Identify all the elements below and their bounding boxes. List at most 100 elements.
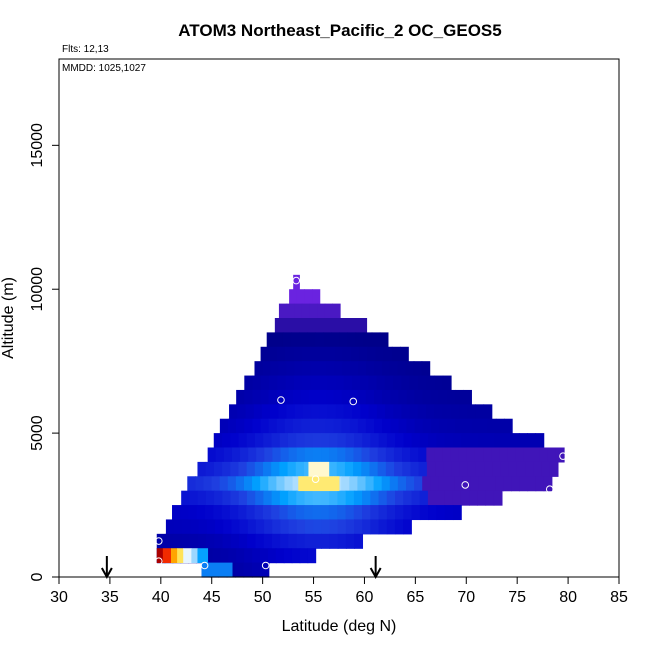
heatmap-cell xyxy=(231,519,241,535)
heatmap-cell xyxy=(541,461,551,477)
heatmap-cell xyxy=(311,404,320,420)
heatmap-cell xyxy=(246,433,256,449)
heatmap-cell xyxy=(345,490,355,506)
heatmap-cell xyxy=(295,461,305,477)
heatmap-cell xyxy=(293,346,303,362)
heatmap-cell xyxy=(238,490,248,506)
heatmap-cell xyxy=(426,404,435,420)
heatmap-cell xyxy=(442,375,452,391)
heatmap-cell xyxy=(296,289,305,305)
heatmap-cell xyxy=(447,418,456,434)
heatmap-cell xyxy=(299,548,309,564)
heatmap-cell xyxy=(350,346,360,362)
heatmap-cell xyxy=(309,346,319,362)
heatmap-cell xyxy=(292,389,302,405)
heatmap-cell xyxy=(378,519,388,535)
heatmap-cell xyxy=(187,476,196,492)
heatmap-cell xyxy=(485,433,495,449)
heatmap-cell xyxy=(255,433,264,449)
heatmap-cell xyxy=(477,490,487,506)
heatmap-cell xyxy=(421,361,431,377)
heatmap-cell xyxy=(365,476,375,492)
heatmap-cell xyxy=(190,519,200,535)
heatmap-cell xyxy=(304,447,314,463)
heatmap-cell xyxy=(271,461,280,477)
heatmap-cell xyxy=(251,562,261,578)
heatmap-cell xyxy=(284,476,294,492)
heatmap-cell xyxy=(238,505,247,521)
heatmap-cell xyxy=(391,346,401,362)
heatmap-cell xyxy=(411,490,421,506)
heatmap-cell xyxy=(386,490,396,506)
heatmap-cell xyxy=(341,389,351,405)
heatmap-cell xyxy=(466,447,476,463)
heatmap-cell xyxy=(377,447,387,463)
heatmap-cell xyxy=(430,476,439,492)
heatmap-cell xyxy=(373,476,383,492)
heatmap-cell xyxy=(374,389,383,405)
heatmap-cell xyxy=(373,361,383,377)
heatmap-cell xyxy=(402,447,411,463)
heatmap-cell xyxy=(389,361,399,377)
heatmap-cell xyxy=(296,533,306,549)
heatmap-cell xyxy=(492,461,502,477)
dates-label-bg xyxy=(60,60,160,73)
heatmap-cell xyxy=(331,332,341,348)
heatmap-cell xyxy=(395,505,404,521)
heatmap-cell xyxy=(260,562,270,578)
heatmap-cell xyxy=(213,505,223,521)
heatmap-cell xyxy=(337,533,347,549)
heatmap-cell xyxy=(455,418,464,434)
heatmap-cell xyxy=(222,461,231,477)
heatmap-cell xyxy=(401,404,411,420)
heatmap-cell xyxy=(263,533,273,549)
heatmap-cell xyxy=(362,433,372,449)
heatmap-cell xyxy=(406,389,416,405)
x-axis-label: Latitude (deg N) xyxy=(282,618,397,635)
heatmap-cell xyxy=(385,447,395,463)
heatmap-cell xyxy=(278,361,287,377)
heatmap-cell xyxy=(262,505,272,521)
heatmap-cell xyxy=(335,375,345,391)
heatmap-cell xyxy=(212,548,221,564)
sample-marker xyxy=(277,396,285,404)
heatmap-cell xyxy=(535,433,545,449)
heatmap-cell xyxy=(398,418,408,434)
heatmap-cell xyxy=(310,361,319,377)
heatmap-cell xyxy=(312,433,322,449)
heatmap-cell xyxy=(274,318,284,333)
heatmap-cell xyxy=(403,505,413,521)
x-tick-label: 35 xyxy=(101,589,119,606)
heatmap-cell xyxy=(227,476,237,492)
heatmap-cell xyxy=(427,490,437,506)
heatmap-cell xyxy=(287,505,297,521)
heatmap-cell xyxy=(295,505,305,521)
heatmap-cell xyxy=(271,490,281,506)
heatmap-cell xyxy=(320,490,330,506)
heatmap-cell xyxy=(397,476,407,492)
heatmap-cell xyxy=(263,461,272,477)
heatmap-cell xyxy=(369,447,379,463)
heatmap-cell xyxy=(254,461,264,477)
heatmap-cell xyxy=(378,490,388,506)
heatmap-cell xyxy=(483,404,493,420)
heatmap-cell xyxy=(236,548,245,564)
heatmap-cell xyxy=(393,404,403,420)
heatmap-cell xyxy=(519,476,529,492)
heatmap-cell xyxy=(324,303,333,319)
sample-marker xyxy=(200,561,209,570)
heatmap-cell xyxy=(302,361,311,377)
heatmap-cell xyxy=(243,562,253,578)
heatmap-cell xyxy=(313,533,322,549)
heatmap-cell xyxy=(261,404,271,420)
heatmap-cell xyxy=(500,461,510,477)
heatmap-cell xyxy=(369,461,379,477)
heatmap-cell xyxy=(362,519,371,535)
heatmap-cell xyxy=(452,490,462,506)
heatmap-cell xyxy=(296,447,306,463)
heatmap-cell xyxy=(389,476,399,492)
heatmap-cell xyxy=(422,418,432,434)
heatmap-cell xyxy=(195,476,205,492)
heatmap-cell xyxy=(320,505,330,521)
heatmap-cell xyxy=(276,418,286,434)
